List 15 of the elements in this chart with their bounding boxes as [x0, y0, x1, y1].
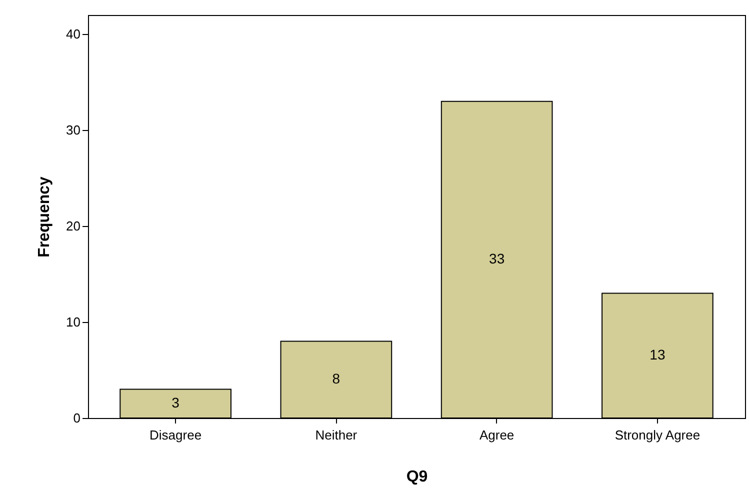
data-label: 8	[332, 370, 340, 387]
data-label: 3	[172, 394, 180, 411]
x-tick-label: Strongly Agree	[614, 428, 700, 442]
data-label: 13	[650, 346, 666, 363]
data-label: 33	[489, 250, 505, 267]
y-axis-title: Frequency	[36, 176, 54, 258]
x-tick-label: Agree	[479, 428, 514, 442]
x-tick-label: Disagree	[150, 428, 202, 442]
y-tick-label: 0	[73, 410, 80, 426]
y-tick-label: 20	[66, 218, 80, 234]
y-tick-label: 30	[66, 122, 80, 138]
y-tick-label: 40	[66, 26, 80, 42]
x-axis-title: Q9	[406, 468, 428, 486]
x-tick-label: Neither	[315, 428, 358, 442]
y-tick-label: 10	[66, 314, 80, 330]
